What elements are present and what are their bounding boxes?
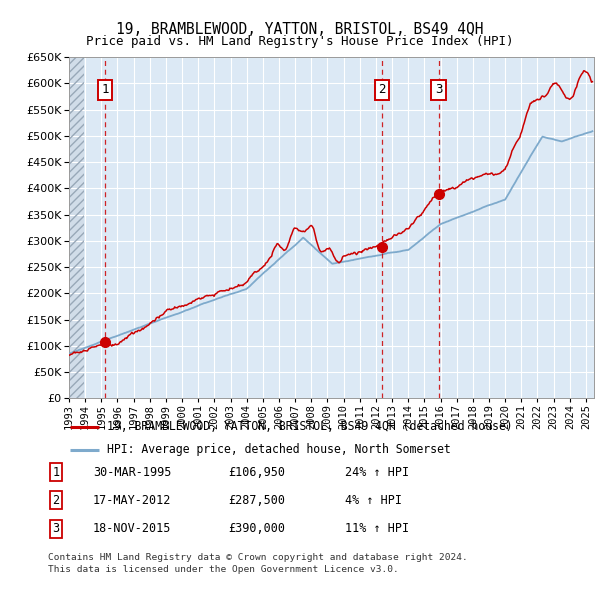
Polygon shape [69, 57, 83, 398]
Text: 11% ↑ HPI: 11% ↑ HPI [345, 522, 409, 535]
Text: 18-NOV-2015: 18-NOV-2015 [93, 522, 172, 535]
Text: 30-MAR-1995: 30-MAR-1995 [93, 466, 172, 478]
Text: 17-MAY-2012: 17-MAY-2012 [93, 494, 172, 507]
Text: 2: 2 [52, 494, 59, 507]
Text: 3: 3 [52, 522, 59, 535]
Text: 24% ↑ HPI: 24% ↑ HPI [345, 466, 409, 478]
Text: 1: 1 [52, 466, 59, 478]
Text: 2: 2 [378, 83, 386, 96]
Text: 19, BRAMBLEWOOD, YATTON, BRISTOL, BS49 4QH (detached house): 19, BRAMBLEWOOD, YATTON, BRISTOL, BS49 4… [107, 420, 512, 433]
Text: 1: 1 [101, 83, 109, 96]
Text: 4% ↑ HPI: 4% ↑ HPI [345, 494, 402, 507]
Text: Price paid vs. HM Land Registry's House Price Index (HPI): Price paid vs. HM Land Registry's House … [86, 35, 514, 48]
Text: £390,000: £390,000 [228, 522, 285, 535]
Text: £106,950: £106,950 [228, 466, 285, 478]
Text: 19, BRAMBLEWOOD, YATTON, BRISTOL, BS49 4QH: 19, BRAMBLEWOOD, YATTON, BRISTOL, BS49 4… [116, 22, 484, 37]
Text: 3: 3 [435, 83, 442, 96]
Text: £287,500: £287,500 [228, 494, 285, 507]
Text: Contains HM Land Registry data © Crown copyright and database right 2024.
This d: Contains HM Land Registry data © Crown c… [48, 553, 468, 574]
Text: HPI: Average price, detached house, North Somerset: HPI: Average price, detached house, Nort… [107, 443, 451, 456]
